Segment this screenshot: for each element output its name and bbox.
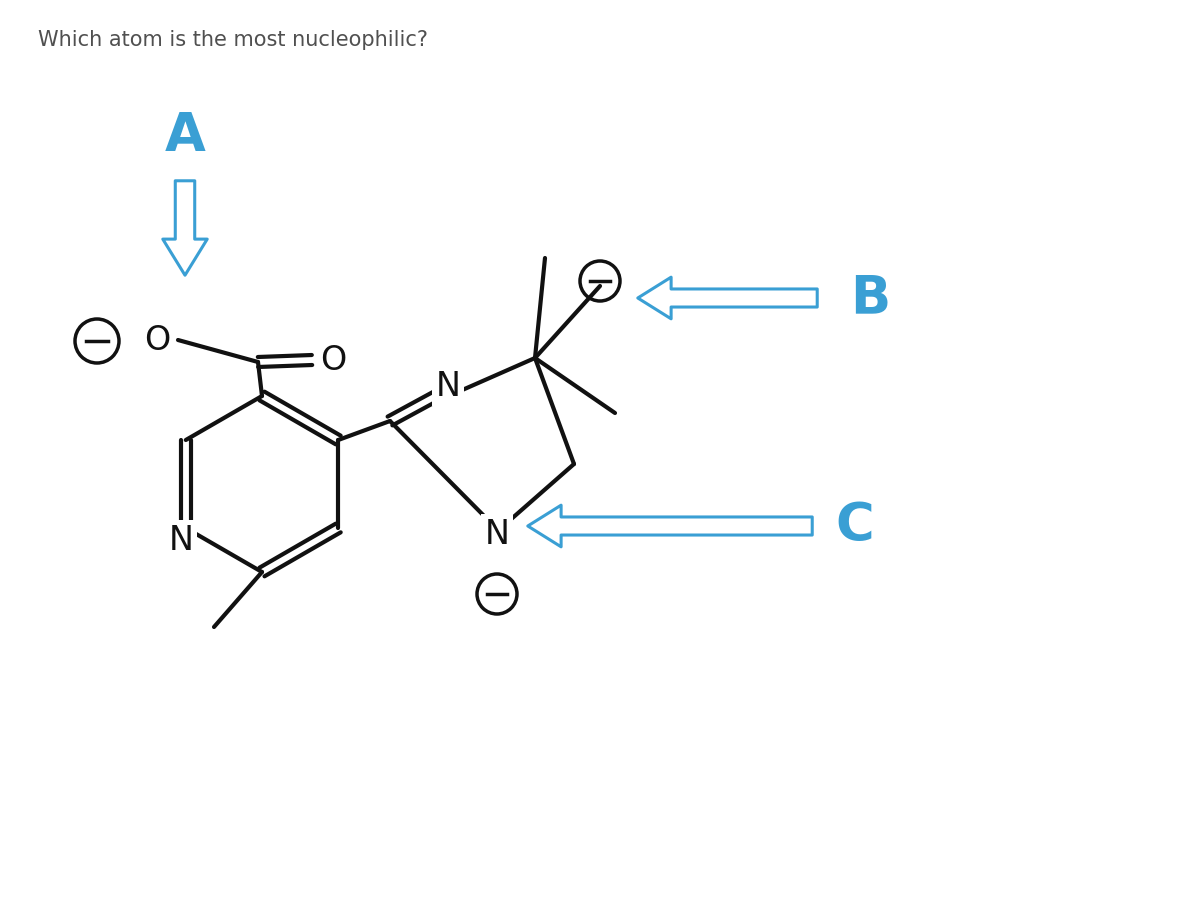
Text: N: N bbox=[485, 518, 510, 551]
Text: O: O bbox=[144, 323, 170, 356]
Text: N: N bbox=[168, 524, 193, 557]
Text: N: N bbox=[436, 369, 461, 402]
Text: A: A bbox=[164, 110, 205, 162]
Text: O: O bbox=[320, 344, 346, 376]
Text: C: C bbox=[835, 500, 875, 552]
FancyArrowPatch shape bbox=[528, 505, 812, 547]
Text: B: B bbox=[850, 272, 890, 324]
FancyArrowPatch shape bbox=[637, 278, 817, 319]
FancyArrowPatch shape bbox=[163, 180, 208, 275]
Text: Which atom is the most nucleophilic?: Which atom is the most nucleophilic? bbox=[38, 30, 428, 50]
